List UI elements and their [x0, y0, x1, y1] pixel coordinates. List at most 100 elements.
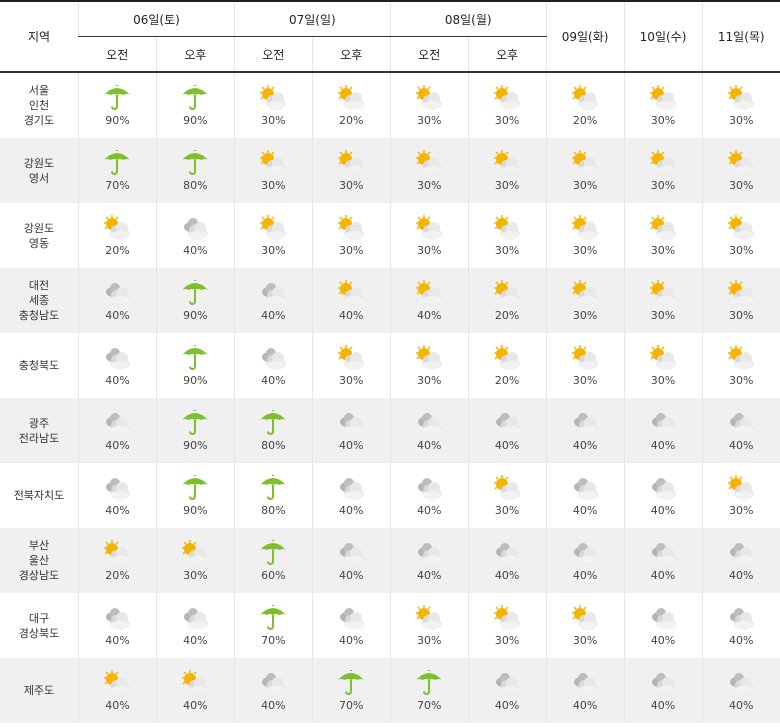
- forecast-cell: 30%: [311, 333, 391, 398]
- partly-cloudy-icon: [79, 539, 156, 567]
- forecast-cell: 20%: [467, 333, 547, 398]
- forecast-cell: 20%: [545, 72, 625, 138]
- forecast-cell: 30%: [623, 268, 702, 333]
- precip-probability: 30%: [261, 179, 286, 192]
- partly-cloudy-icon: [703, 149, 780, 177]
- forecast-cell: 30%: [389, 593, 469, 658]
- forecast-cell: 80%: [233, 398, 313, 463]
- region-name: 충청북도: [18, 359, 60, 372]
- forecast-cell: 30%: [545, 268, 625, 333]
- forecast-cell: 40%: [467, 658, 547, 723]
- region-name: 광주: [28, 416, 50, 430]
- partly-cloudy-icon: [469, 279, 546, 307]
- precip-probability: 60%: [261, 569, 286, 582]
- cloudy-icon: [235, 279, 312, 307]
- forecast-cell: 40%: [701, 528, 780, 593]
- forecast-cell: 40%: [389, 398, 469, 463]
- precip-probability: 40%: [650, 569, 676, 582]
- forecast-cell: 20%: [78, 528, 157, 593]
- forecast-cell: 40%: [155, 658, 235, 723]
- precip-probability: 40%: [416, 309, 442, 322]
- forecast-cell: 60%: [233, 528, 313, 593]
- forecast-cell: 30%: [155, 528, 235, 593]
- rain-icon: [235, 409, 312, 437]
- forecast-cell: 90%: [155, 72, 235, 138]
- precip-probability: 40%: [183, 699, 208, 712]
- precip-probability: 30%: [416, 114, 442, 127]
- partly-cloudy-icon: [469, 474, 546, 502]
- rain-icon: [79, 149, 156, 177]
- precip-probability: 40%: [105, 309, 130, 322]
- forecast-cell: 20%: [467, 268, 547, 333]
- precip-probability: 30%: [494, 244, 520, 257]
- forecast-cell: 40%: [701, 593, 780, 658]
- precip-probability: 30%: [416, 244, 442, 257]
- precip-probability: 30%: [339, 374, 364, 387]
- am-header: 오전: [233, 36, 313, 73]
- forecast-cell: 30%: [701, 72, 780, 138]
- precip-probability: 40%: [105, 374, 130, 387]
- forecast-cell: 40%: [623, 463, 702, 528]
- forecast-cell: 90%: [78, 72, 157, 138]
- forecast-cell: 70%: [78, 138, 157, 203]
- precip-probability: 40%: [572, 699, 598, 712]
- day-header: 06일(토): [78, 1, 235, 37]
- forecast-row: 제주도 40% 40% 40% 70% 70% 40% 40% 40% 40%: [0, 658, 780, 723]
- pm-header: 오후: [155, 36, 235, 73]
- cloudy-icon: [79, 279, 156, 307]
- cloudy-icon: [157, 214, 234, 242]
- precip-probability: 30%: [729, 114, 754, 127]
- forecast-cell: 70%: [311, 658, 391, 723]
- pm-header: 오후: [311, 36, 391, 73]
- precip-probability: 30%: [650, 179, 676, 192]
- precip-probability: 30%: [494, 634, 520, 647]
- forecast-cell: 40%: [545, 528, 625, 593]
- forecast-row: 대구 경상북도 40% 40% 70% 40% 30% 30% 30% 40% 40%: [0, 593, 780, 658]
- precip-probability: 30%: [650, 114, 676, 127]
- partly-cloudy-icon: [547, 214, 624, 242]
- cloudy-icon: [469, 539, 546, 567]
- partly-cloudy-icon: [469, 344, 546, 372]
- precip-probability: 30%: [494, 179, 520, 192]
- forecast-cell: 20%: [78, 203, 157, 268]
- precip-probability: 30%: [572, 244, 598, 257]
- cloudy-icon: [625, 604, 702, 632]
- rain-icon: [157, 344, 234, 372]
- forecast-cell: 30%: [389, 72, 469, 138]
- partly-cloudy-icon: [157, 539, 234, 567]
- rain-icon: [157, 409, 234, 437]
- forecast-row: 강원도 영동 20% 40% 30% 30% 30% 30% 30% 30% 30%: [0, 203, 780, 268]
- precip-probability: 40%: [729, 699, 754, 712]
- partly-cloudy-icon: [547, 84, 624, 112]
- precip-probability: 40%: [416, 439, 442, 452]
- forecast-cell: 30%: [545, 138, 625, 203]
- region-name: 대전: [28, 279, 50, 292]
- region-name: 경상북도: [18, 626, 60, 640]
- forecast-cell: 30%: [467, 72, 547, 138]
- forecast-cell: 40%: [389, 528, 469, 593]
- forecast-cell: 40%: [78, 398, 157, 463]
- precip-probability: 30%: [494, 114, 520, 127]
- region-name: 울산: [28, 554, 50, 567]
- forecast-cell: 40%: [701, 658, 780, 723]
- forecast-row: 서울 인천 경기도 90% 90% 30% 20% 30% 30% 20% 30% 30%: [0, 72, 780, 138]
- cloudy-icon: [547, 409, 624, 437]
- precip-probability: 40%: [339, 634, 364, 647]
- region-cell: 강원도 영서: [0, 138, 79, 203]
- forecast-cell: 40%: [467, 398, 547, 463]
- forecast-cell: 30%: [467, 593, 547, 658]
- precip-probability: 40%: [339, 309, 364, 322]
- precip-probability: 30%: [494, 504, 520, 517]
- precip-probability: 90%: [105, 114, 130, 127]
- cloudy-icon: [703, 539, 780, 567]
- precip-probability: 40%: [572, 439, 598, 452]
- precip-probability: 40%: [650, 504, 676, 517]
- precip-probability: 20%: [339, 114, 364, 127]
- cloudy-icon: [625, 474, 702, 502]
- precip-probability: 40%: [105, 439, 130, 452]
- forecast-cell: 40%: [389, 268, 469, 333]
- rain-icon: [157, 474, 234, 502]
- day-header: 08일(월): [389, 1, 547, 37]
- cloudy-icon: [625, 539, 702, 567]
